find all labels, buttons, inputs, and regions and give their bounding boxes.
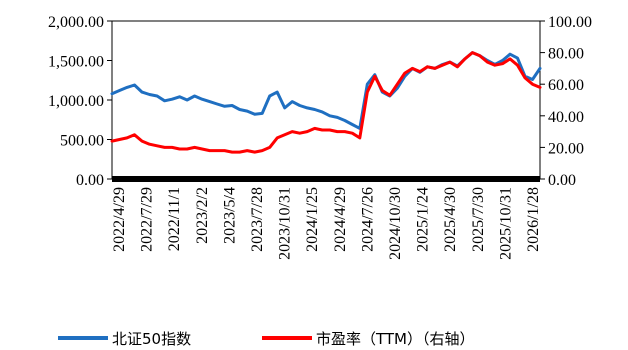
right-tick-label: 100.00: [548, 14, 592, 31]
series-line-index: [110, 51, 542, 130]
x-tick-label: 2023/5/4: [221, 187, 238, 244]
x-tick-label: 2022/7/29: [139, 187, 156, 252]
x-tick-label: 2024/10/30: [387, 187, 404, 260]
x-tick-label: 2025/1/24: [415, 187, 432, 252]
legend: 北证50指数 市盈率（TTM）（右轴）: [58, 330, 475, 348]
x-tick-label: 2024/4/29: [332, 187, 349, 252]
plot-frame: [111, 20, 541, 182]
right-axis-ticks: 0.00 20.00 40.00 60.00 80.00 100.00: [540, 14, 592, 189]
left-tick-label: 1,500.00: [48, 54, 104, 71]
x-tick-label: 2023/10/31: [277, 187, 294, 260]
x-tick-label: 2023/2/2: [194, 187, 211, 244]
right-tick-label: 20.00: [548, 140, 584, 157]
plot-border: [111, 20, 541, 180]
right-tick-label: 80.00: [548, 46, 584, 63]
legend-label-index: 北证50指数: [112, 330, 191, 348]
x-axis-baseline: [112, 176, 540, 182]
x-axis-ticks: 2022/4/29 2022/7/29 2022/11/1 2023/2/2 2023/…: [111, 187, 542, 260]
left-axis-ticks: 0.00 500.00 1,000.00 1,500.00 2,000.00: [48, 14, 112, 189]
x-tick-label: 2024/7/26: [359, 187, 376, 252]
x-tick-label: 2024/1/25: [304, 187, 321, 252]
x-tick-label: 2025/10/31: [497, 187, 514, 260]
right-tick-label: 60.00: [548, 77, 584, 94]
right-tick-label: 40.00: [548, 109, 584, 126]
x-tick-label: 2023/7/28: [249, 187, 266, 252]
series-line-pe: [110, 51, 542, 154]
x-tick-label: 2026/1/28: [525, 187, 542, 252]
left-tick-label: 1,000.00: [48, 93, 104, 110]
x-tick-label: 2025/4/30: [442, 187, 459, 252]
x-tick-label: 2022/4/29: [111, 187, 128, 252]
legend-label-pe: 市盈率（TTM）（右轴）: [316, 330, 475, 348]
right-tick-label: 0.00: [548, 172, 576, 189]
x-tick-label: 2022/11/1: [166, 187, 183, 251]
x-tick-label: 2025/7/30: [470, 187, 487, 252]
left-tick-label: 500.00: [60, 133, 104, 150]
left-tick-label: 2,000.00: [48, 14, 104, 31]
series-lines: [110, 51, 542, 154]
left-tick-label: 0.00: [76, 172, 104, 189]
